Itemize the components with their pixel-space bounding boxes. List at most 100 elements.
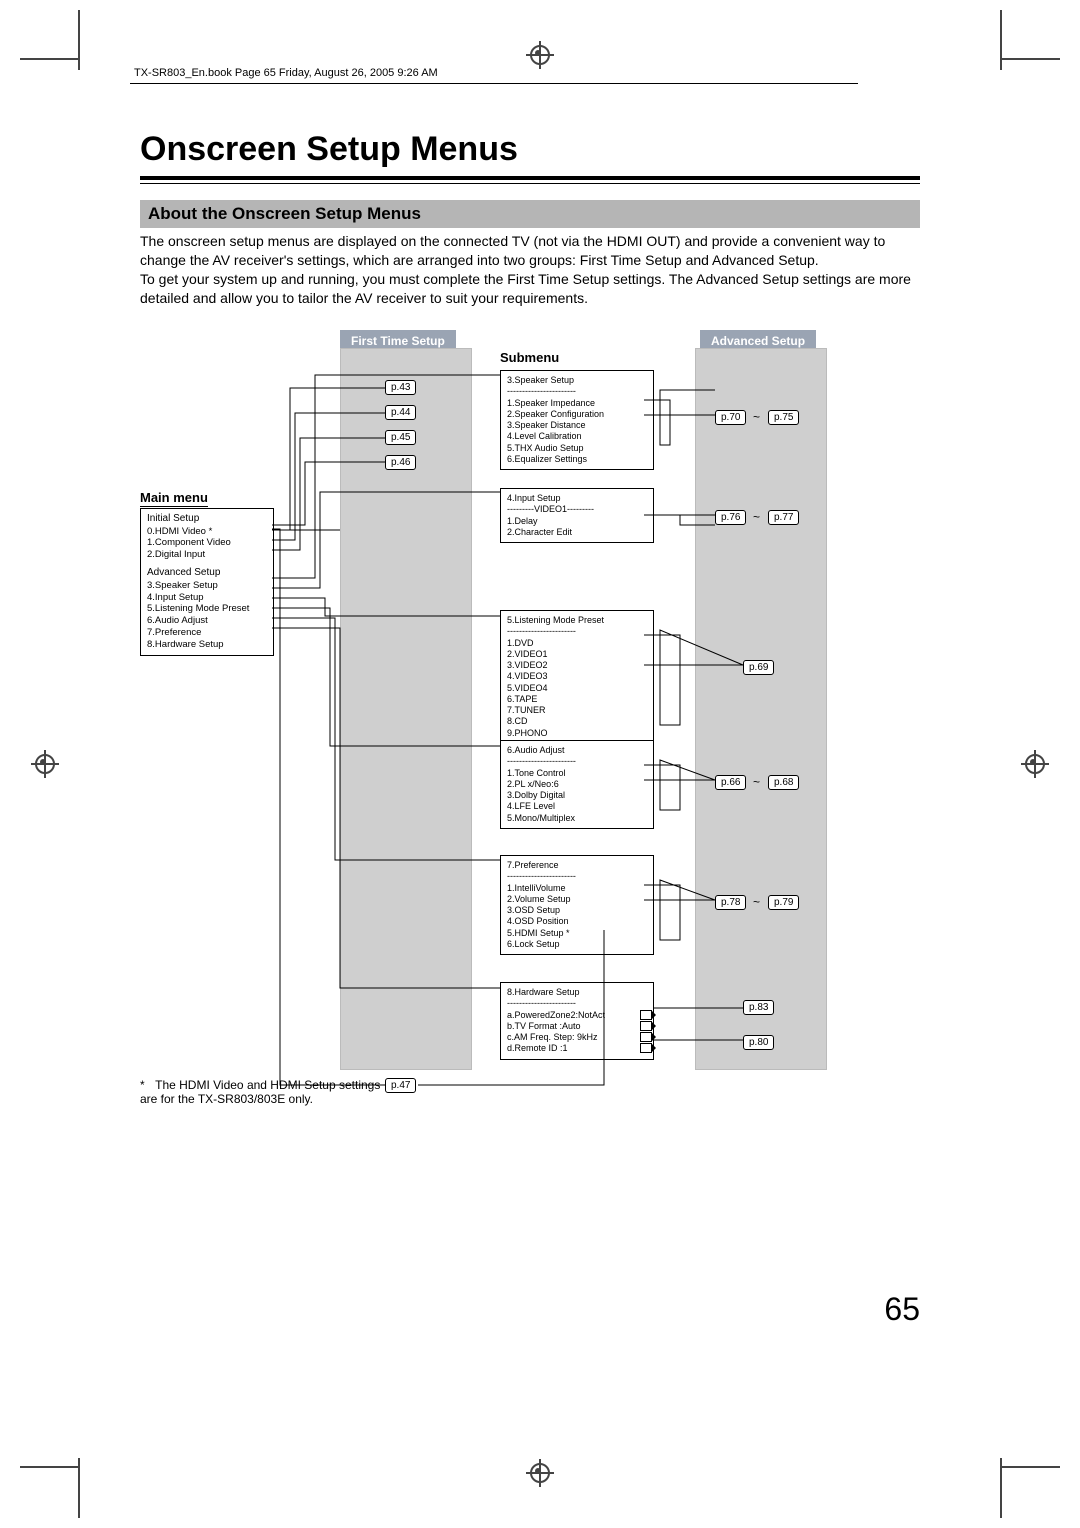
menu-diagram: First Time Setup Advanced Setup Submenu … <box>140 330 920 1130</box>
tilde: ~ <box>753 410 760 424</box>
page-ref: p.46 <box>385 455 416 470</box>
submenu-subtitle: ---------VIDEO1--------- <box>507 504 647 515</box>
submenu-item: 4.VIDEO3 <box>507 671 647 682</box>
submenu-audio: 6.Audio Adjust ----------------------- 1… <box>500 740 654 829</box>
crop-mark-tl <box>30 40 70 80</box>
footnote-marker: * <box>140 1078 152 1092</box>
main-menu-item: 7.Preference <box>147 627 267 639</box>
submenu-preference: 7.Preference ----------------------- 1.I… <box>500 855 654 955</box>
page-ref: p.75 <box>768 410 799 425</box>
submenu-title: 4.Input Setup <box>507 493 647 504</box>
page-ref: p.45 <box>385 430 416 445</box>
arrow-right-icon <box>640 1032 652 1042</box>
advanced-column-box <box>695 348 827 1070</box>
main-menu-item: 5.Listening Mode Preset <box>147 603 267 615</box>
crop-mark-tr <box>1010 40 1050 80</box>
main-menu-item: 0.HDMI Video * <box>147 526 267 538</box>
advanced-list-title: Advanced Setup <box>147 567 267 580</box>
paragraph-1: The onscreen setup menus are displayed o… <box>140 233 885 268</box>
submenu-item: b.TV Format :Auto <box>507 1021 647 1032</box>
title-rule <box>140 176 920 184</box>
register-mark-right <box>1020 749 1050 779</box>
submenu-item: 9.PHONO <box>507 728 647 739</box>
page-ref: p.43 <box>385 380 416 395</box>
submenu-title: 5.Listening Mode Preset <box>507 615 647 626</box>
arrow-right-icon <box>640 1010 652 1020</box>
submenu-title: 3.Speaker Setup <box>507 375 647 386</box>
submenu-item: 3.OSD Setup <box>507 905 647 916</box>
page-ref: p.44 <box>385 405 416 420</box>
main-menu-item: 4.Input Setup <box>147 592 267 604</box>
section-heading: About the Onscreen Setup Menus <box>140 200 920 228</box>
main-menu-item: 3.Speaker Setup <box>147 580 267 592</box>
submenu-item: 8.CD <box>507 716 647 727</box>
submenu-item: 4.LFE Level <box>507 801 647 812</box>
footnote-text: The HDMI Video and HDMI Setup settings a… <box>140 1078 380 1106</box>
footnote: * The HDMI Video and HDMI Setup settings… <box>140 1078 400 1106</box>
submenu-item: 2.Speaker Configuration <box>507 409 647 420</box>
page-ref: p.83 <box>743 1000 774 1015</box>
arrow-right-icon <box>640 1043 652 1053</box>
page-ref: p.77 <box>768 510 799 525</box>
submenu-item: 5.THX Audio Setup <box>507 443 647 454</box>
submenu-input: 4.Input Setup ---------VIDEO1--------- 1… <box>500 488 654 543</box>
initial-setup-title: Initial Setup <box>147 513 267 526</box>
submenu-title: 8.Hardware Setup <box>507 987 647 998</box>
page-ref: p.80 <box>743 1035 774 1050</box>
submenu-speaker: 3.Speaker Setup ----------------------- … <box>500 370 654 470</box>
submenu-item: 6.Equalizer Settings <box>507 454 647 465</box>
page-number: 65 <box>884 1291 920 1328</box>
submenu-item: 2.PL x/Neo:6 <box>507 779 647 790</box>
arrow-right-icon <box>640 1021 652 1031</box>
submenu-header: Submenu <box>500 350 559 365</box>
submenu-item: 7.TUNER <box>507 705 647 716</box>
submenu-item: 2.VIDEO1 <box>507 649 647 660</box>
page-ref: p.79 <box>768 895 799 910</box>
main-menu-item: 8.Hardware Setup <box>147 639 267 651</box>
main-menu-item: 2.Digital Input <box>147 549 267 561</box>
page-ref: p.70 <box>715 410 746 425</box>
submenu-item: 5.VIDEO4 <box>507 683 647 694</box>
submenu-listening: 5.Listening Mode Preset ----------------… <box>500 610 654 744</box>
main-menu-item: 1.Component Video <box>147 537 267 549</box>
main-menu-block: Initial Setup 0.HDMI Video * 1.Component… <box>140 508 272 656</box>
tilde: ~ <box>753 510 760 524</box>
submenu-item: 6.TAPE <box>507 694 647 705</box>
page-ref: p.69 <box>743 660 774 675</box>
submenu-item: 3.Speaker Distance <box>507 420 647 431</box>
submenu-item: 4.Level Calibration <box>507 431 647 442</box>
main-menu-item: 6.Audio Adjust <box>147 615 267 627</box>
body-paragraphs: The onscreen setup menus are displayed o… <box>140 232 920 308</box>
submenu-item: 1.Tone Control <box>507 768 647 779</box>
page-ref: p.66 <box>715 775 746 790</box>
submenu-item: a.PoweredZone2:NotAct <box>507 1010 647 1021</box>
submenu-item: 6.Lock Setup <box>507 939 647 950</box>
tilde: ~ <box>753 775 760 789</box>
submenu-item: 3.VIDEO2 <box>507 660 647 671</box>
main-menu-label: Main menu <box>140 490 208 507</box>
pdf-header: TX-SR803_En.book Page 65 Friday, August … <box>130 65 858 84</box>
submenu-item: 3.Dolby Digital <box>507 790 647 801</box>
submenu-title: 6.Audio Adjust <box>507 745 647 756</box>
submenu-item: 5.Mono/Multiplex <box>507 813 647 824</box>
paragraph-2: To get your system up and running, you m… <box>140 271 911 306</box>
submenu-item: 1.Speaker Impedance <box>507 398 647 409</box>
register-mark-bottom <box>525 1458 555 1488</box>
submenu-title: 7.Preference <box>507 860 647 871</box>
submenu-hardware: 8.Hardware Setup -----------------------… <box>500 982 654 1060</box>
page-title: Onscreen Setup Menus <box>140 130 518 169</box>
submenu-item: 1.DVD <box>507 638 647 649</box>
crop-mark-bl <box>30 1448 70 1488</box>
submenu-item: c.AM Freq. Step: 9kHz <box>507 1032 647 1043</box>
submenu-item: 1.Delay <box>507 516 647 527</box>
page-ref: p.68 <box>768 775 799 790</box>
submenu-item: d.Remote ID :1 <box>507 1043 647 1054</box>
submenu-item: 1.IntelliVolume <box>507 883 647 894</box>
crop-mark-br <box>1010 1448 1050 1488</box>
page-ref: p.76 <box>715 510 746 525</box>
page-ref: p.78 <box>715 895 746 910</box>
submenu-item: 2.Character Edit <box>507 527 647 538</box>
submenu-item: 4.OSD Position <box>507 916 647 927</box>
tilde: ~ <box>753 895 760 909</box>
submenu-item: 5.HDMI Setup * <box>507 928 647 939</box>
